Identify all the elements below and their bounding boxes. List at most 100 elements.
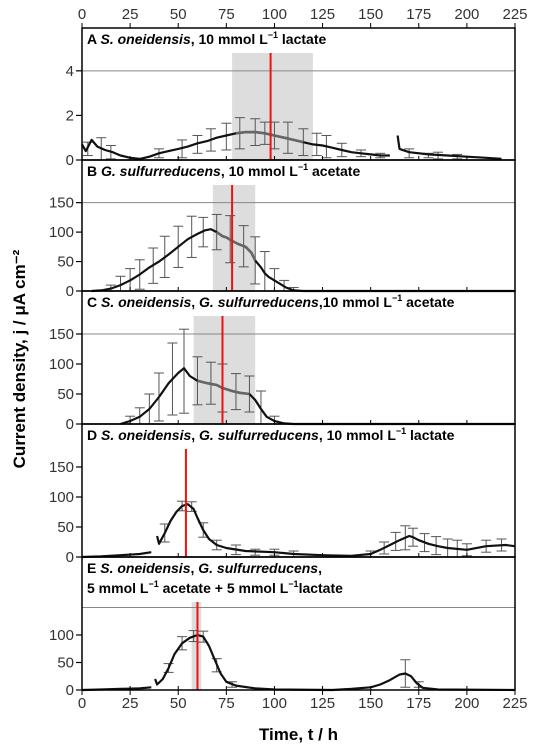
series-line (81, 131, 390, 160)
panel-title-part: S. oneidensis (101, 294, 191, 310)
panel-title-part: C (87, 294, 101, 310)
panel-title-part: , 10 mmol L (319, 427, 396, 443)
panel-title-part: −1 (298, 162, 308, 172)
bottom-x-tick-label: 200 (454, 695, 479, 712)
panel-title: C S. oneidensis, G. sulfurreducens,10 mm… (87, 293, 455, 310)
error-bar (259, 251, 270, 292)
bottom-x-tick-label: 125 (310, 695, 335, 712)
bottom-x-tick-label: 50 (170, 695, 187, 712)
y-tick-label: 100 (49, 356, 74, 373)
panel-title-part: E (87, 560, 100, 576)
panel-title-part: A (87, 31, 100, 47)
panel-frame (81, 159, 516, 292)
bottom-x-tick-label: 0 (78, 695, 86, 712)
y-tick-label: 0 (66, 549, 74, 566)
y-tick-label: 0 (66, 416, 74, 433)
panel-title-part: 5 mmol L (87, 580, 149, 596)
panel-title-part: −1 (288, 579, 298, 589)
series-line (156, 503, 516, 557)
y-tick-label: 50 (57, 254, 74, 271)
panel-title-part: −1 (268, 30, 278, 40)
error-bar (404, 148, 415, 159)
panel-title-part: , (191, 294, 199, 310)
top-x-tick-label: 0 (78, 6, 86, 23)
panel-title-part: ,10 mmol L (319, 294, 393, 310)
top-x-axis: 0 25 50 75 100 125 150 175 200 225 (78, 6, 528, 28)
panel-title-part: , (190, 560, 198, 576)
top-x-tick-label: 25 (122, 6, 139, 23)
panel-title-part: G. sulfurreducens (101, 163, 221, 179)
top-x-tick-label: 200 (454, 6, 479, 23)
y-tick-label: 50 (57, 519, 74, 536)
series-line (154, 633, 516, 692)
top-x-tick-label: 50 (170, 6, 187, 23)
panel-title: A S. oneidensis, 10 mmol L−1 lactate (87, 30, 326, 47)
panel-title-part: G. sulfurreducens (199, 294, 319, 310)
series-line (396, 135, 502, 160)
series-line (91, 228, 515, 293)
y-axis-label: Current density, j / μA cm⁻² (10, 249, 29, 468)
shaded-region (232, 53, 313, 160)
panel-title: D S. oneidensis, G. sulfurreducens, 10 m… (87, 426, 455, 443)
panel-title: 5 mmol L−1 acetate + 5 mmol L−1lactate (87, 579, 343, 596)
bottom-x-tick-label: 25 (122, 695, 139, 712)
bottom-x-tick-label: 75 (218, 695, 235, 712)
panel-frame (81, 423, 516, 558)
panel-title-part: −1 (396, 426, 406, 436)
bottom-x-tick-label: 175 (406, 695, 431, 712)
panel-title-part: G. sulfurreducens (199, 427, 319, 443)
panel-title-part: −1 (148, 579, 158, 589)
panel-title-part: acetate (402, 294, 454, 310)
y-tick-label: 0 (66, 152, 74, 169)
y-tick-label: 100 (49, 627, 74, 644)
x-axis-label: Time, t / h (259, 725, 338, 744)
y-tick-label: 100 (49, 224, 74, 241)
bottom-x-tick-label: 150 (358, 695, 383, 712)
panel-title-part: lactate (406, 427, 454, 443)
y-tick-label: 2 (66, 107, 74, 124)
y-tick-label: 0 (66, 682, 74, 699)
panel-frame (81, 556, 516, 691)
shaded-region (193, 316, 256, 424)
panel-title: E S. oneidensis, G. sulfurreducens, (87, 560, 322, 576)
panel-C: 0 50 100 150 C S. oneidensis, G. sulfurreduc… (49, 290, 516, 433)
panel-title-part: , (318, 560, 322, 576)
panel-title-part: , 10 mmol L (221, 163, 298, 179)
top-x-tick-label: 75 (218, 6, 235, 23)
panel-title-part: acetate (308, 163, 360, 179)
y-tick-label: 50 (57, 386, 74, 403)
panel-title-part: B (87, 163, 101, 179)
top-x-tick-label: 175 (406, 6, 431, 23)
panel-E: 0 50 100 E S. oneidensis, G. sulfurreducens… (49, 556, 516, 699)
panel-title-part: G. sulfurreducens (198, 560, 318, 576)
y-tick-label: 150 (49, 195, 74, 212)
bottom-x-tick-label: 225 (502, 695, 527, 712)
panel-title-part: , (191, 427, 199, 443)
series-line (120, 367, 515, 426)
top-x-tick-label: 150 (358, 6, 383, 23)
highlighted-series-line (215, 231, 257, 261)
y-tick-label: 0 (66, 283, 74, 300)
bottom-x-axis: 0 25 50 75 100 125 150 175 200 225 (78, 690, 528, 712)
y-tick-label: 50 (57, 655, 74, 672)
y-tick-label: 150 (49, 459, 74, 476)
top-x-tick-label: 125 (310, 6, 335, 23)
panel-D: 0 50 100 150 D S. oneidensis, G. sulfurreduc… (49, 423, 516, 566)
panel-title-part: D (87, 427, 101, 443)
panel-title-part: S. oneidensis (101, 427, 191, 443)
panel-title-part: S. oneidensis (100, 31, 190, 47)
bottom-x-tick-label: 100 (262, 695, 287, 712)
panel-frame (81, 290, 516, 425)
panel-title-part: acetate + 5 mmol L (159, 580, 289, 596)
panel-title-part: S. oneidensis (100, 560, 190, 576)
error-bar (178, 328, 189, 414)
panel-title-part: −1 (392, 293, 402, 303)
shaded-region (212, 185, 256, 291)
panel-title-part: , 10 mmol L (191, 31, 268, 47)
top-x-tick-label: 225 (502, 6, 527, 23)
top-x-tick-label: 100 (262, 6, 287, 23)
y-tick-label: 4 (66, 63, 74, 80)
